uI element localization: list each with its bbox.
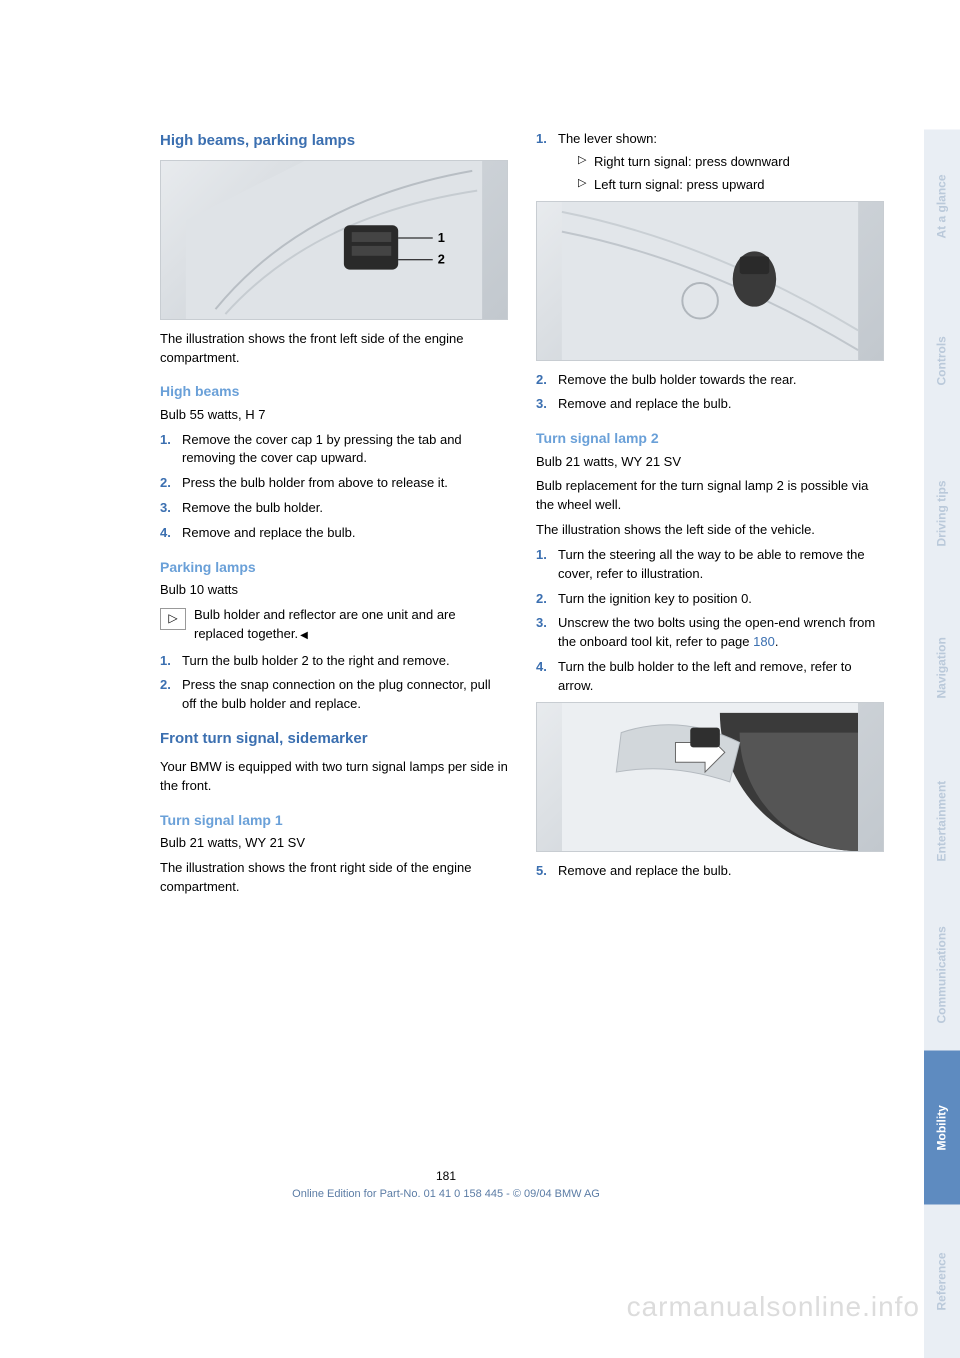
figure-engine-compartment-left: 1 2 xyxy=(160,160,508,320)
page-footer: 181 Online Edition for Part-No. 01 41 0 … xyxy=(0,1168,892,1203)
tab-at-a-glance[interactable]: At a glance xyxy=(924,130,960,284)
figure-wheel-well xyxy=(536,702,884,852)
lever-intro: The lever shown: xyxy=(558,131,657,146)
spec-turn-signal-1: Bulb 21 watts, WY 21 SV xyxy=(160,834,508,853)
spec-turn-signal-2: Bulb 21 watts, WY 21 SV xyxy=(536,453,884,472)
step3-post: . xyxy=(775,634,779,649)
svg-text:1: 1 xyxy=(438,230,445,245)
step3-pre: Unscrew the two bolts using the open-end… xyxy=(558,615,875,649)
list-item: Turn the ignition key to position 0. xyxy=(536,590,884,609)
steps-high-beams: Remove the cover cap 1 by pressing the t… xyxy=(160,431,508,543)
heading-parking-lamps: Parking lamps xyxy=(160,557,508,577)
list-item: Left turn signal: press upward xyxy=(578,176,884,195)
steps-lever: The lever shown: Right turn signal: pres… xyxy=(536,130,884,195)
figure-caption: The illustration shows the front left si… xyxy=(160,330,508,368)
steps-turn-signal-2: Turn the steering all the way to be able… xyxy=(536,546,884,696)
p-turn-signal-2b: The illustration shows the left side of … xyxy=(536,521,884,540)
list-item: Turn the bulb holder 2 to the right and … xyxy=(160,652,508,671)
heading-high-beams-parking: High beams, parking lamps xyxy=(160,130,508,152)
list-item: The lever shown: Right turn signal: pres… xyxy=(536,130,884,195)
tab-controls[interactable]: Controls xyxy=(924,284,960,438)
heading-high-beams: High beams xyxy=(160,381,508,401)
tab-entertainment[interactable]: Entertainment xyxy=(924,744,960,898)
page-number: 181 xyxy=(0,1168,892,1185)
heading-front-turn-signal: Front turn signal, sidemarker xyxy=(160,728,508,750)
list-item: Turn the bulb holder to the left and rem… xyxy=(536,658,884,696)
figure-engine-compartment-right xyxy=(536,201,884,361)
spec-high-beams: Bulb 55 watts, H 7 xyxy=(160,406,508,425)
list-item: Remove and replace the bulb. xyxy=(536,862,884,881)
tab-reference[interactable]: Reference xyxy=(924,1205,960,1358)
list-item: Unscrew the two bolts using the open-end… xyxy=(536,614,884,652)
list-item: Remove the bulb holder. xyxy=(160,499,508,518)
p-turn-signal-2a: Bulb replacement for the turn signal lam… xyxy=(536,477,884,515)
list-item: Press the snap connection on the plug co… xyxy=(160,676,508,714)
watermark: carmanualsonline.info xyxy=(627,1287,920,1328)
sub-list: Right turn signal: press downward Left t… xyxy=(558,153,884,195)
list-item: Remove and replace the bulb. xyxy=(160,524,508,543)
note-box: ▷ Bulb holder and reflector are one unit… xyxy=(160,606,508,644)
spec-parking-lamps: Bulb 10 watts xyxy=(160,581,508,600)
list-item: Remove the cover cap 1 by pressing the t… xyxy=(160,431,508,469)
tab-communications[interactable]: Communications xyxy=(924,898,960,1052)
heading-turn-signal-2: Turn signal lamp 2 xyxy=(536,428,884,448)
side-tabs: At a glance Controls Driving tips Naviga… xyxy=(924,0,960,1358)
note-text: Bulb holder and reflector are one unit a… xyxy=(194,606,508,644)
caption-turn-signal-1: The illustration shows the front right s… xyxy=(160,859,508,897)
intro-front-turn-signal: Your BMW is equipped with two turn signa… xyxy=(160,758,508,796)
tab-mobility[interactable]: Mobility xyxy=(924,1051,960,1205)
list-item: Turn the steering all the way to be able… xyxy=(536,546,884,584)
footer-line: Online Edition for Part-No. 01 41 0 158 … xyxy=(0,1187,892,1203)
list-item: Press the bulb holder from above to rele… xyxy=(160,474,508,493)
steps-parking-lamps: Turn the bulb holder 2 to the right and … xyxy=(160,652,508,715)
list-item: Remove and replace the bulb. xyxy=(536,395,884,414)
heading-turn-signal-1: Turn signal lamp 1 xyxy=(160,810,508,830)
steps-turn-signal-2b: Remove and replace the bulb. xyxy=(536,862,884,881)
steps-after-figure: Remove the bulb holder towards the rear.… xyxy=(536,371,884,415)
tab-navigation[interactable]: Navigation xyxy=(924,591,960,745)
list-item: Remove the bulb holder towards the rear. xyxy=(536,371,884,390)
svg-text:2: 2 xyxy=(438,251,445,266)
tab-driving-tips[interactable]: Driving tips xyxy=(924,437,960,591)
note-icon: ▷ xyxy=(160,608,186,630)
page-link[interactable]: 180 xyxy=(753,634,775,649)
list-item: Right turn signal: press downward xyxy=(578,153,884,172)
